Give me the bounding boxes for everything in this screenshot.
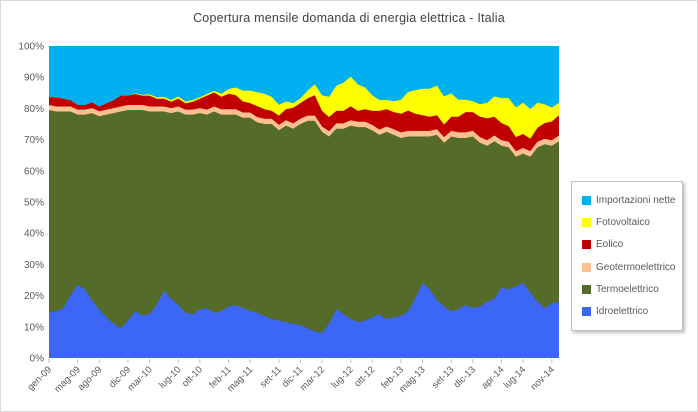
y-tick-label: 80% [24, 104, 44, 115]
x-tick-label: apr-14 [479, 364, 506, 391]
legend-label-importazioni-nette: Importazioni nette [596, 194, 676, 206]
x-tick-label: ago-09 [76, 364, 105, 393]
legend-label-eolico: Eolico [596, 239, 624, 251]
legend-item-termoelettrico: Termoelettrico [582, 284, 678, 295]
legend-swatch-idroelettrico [582, 307, 591, 317]
legend-label-termoelettrico: Termoelettrico [596, 283, 659, 295]
x-tick-label: ott-12 [352, 364, 377, 389]
legend-swatch-termoelettrico [582, 284, 591, 294]
x-tick-label: mag-09 [52, 364, 83, 395]
legend-item-geotermoelettrico: Geotermoelettrico [582, 262, 678, 273]
area-idroelettrico [49, 283, 559, 358]
legend-label-geotermoelettrico: Geotermoelettrico [596, 261, 676, 273]
legend-label-fotovoltaico: Fotovoltaico [596, 216, 650, 228]
x-tick-label: set-13 [430, 364, 456, 390]
legend-swatch-fotovoltaico [582, 217, 591, 227]
x-tick-label: lug-10 [157, 364, 183, 390]
y-tick-label: 70% [24, 135, 44, 146]
legend-item-importazioni-nette: Importazioni nette [582, 195, 678, 206]
legend-item-eolico: Eolico [582, 239, 678, 250]
x-tick-label: nov-14 [529, 364, 557, 392]
y-tick-label: 0% [30, 354, 45, 365]
y-tick-label: 20% [24, 291, 44, 302]
x-tick-label: dic-13 [452, 364, 478, 390]
x-tick-label: gen-09 [25, 364, 54, 393]
y-tick-label: 40% [24, 229, 44, 240]
x-tick-label: lug-12 [329, 364, 355, 390]
legend-swatch-importazioni-nette [582, 195, 591, 205]
legend-swatch-eolico [582, 240, 591, 250]
y-tick-label: 30% [24, 260, 44, 271]
legend-swatch-geotermoelettrico [582, 262, 591, 272]
x-tick-label: ott-10 [180, 364, 205, 389]
y-tick-label: 10% [24, 322, 44, 333]
x-tick-label: mar-10 [126, 364, 155, 393]
y-tick-label: 50% [24, 198, 44, 209]
chart-legend: Importazioni nette Fotovoltaico Eolico G… [571, 181, 683, 331]
x-tick-label: mar-12 [298, 364, 327, 393]
legend-item-fotovoltaico: Fotovoltaico [582, 217, 678, 228]
legend-item-idroelettrico: Idroelettrico [582, 306, 678, 317]
y-tick-label: 60% [24, 166, 44, 177]
y-tick-label: 100% [18, 42, 44, 53]
x-tick-label: lug-14 [502, 364, 528, 390]
legend-label-idroelettrico: Idroelettrico [596, 306, 649, 318]
chart-title: Copertura mensile domanda di energia ele… [193, 11, 505, 25]
x-tick-label: set-11 [258, 364, 284, 390]
y-tick-label: 90% [24, 73, 44, 84]
